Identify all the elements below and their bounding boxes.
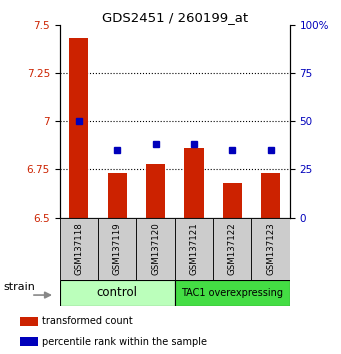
Text: TAC1 overexpressing: TAC1 overexpressing: [181, 288, 283, 298]
Text: percentile rank within the sample: percentile rank within the sample: [43, 337, 207, 347]
Text: strain: strain: [3, 282, 35, 292]
Bar: [136, 218, 175, 280]
Bar: [175, 280, 290, 306]
Bar: [251, 218, 290, 280]
Text: GSM137123: GSM137123: [266, 222, 275, 275]
Text: GSM137119: GSM137119: [113, 222, 122, 275]
Bar: [98, 218, 136, 280]
Bar: [60, 280, 175, 306]
Title: GDS2451 / 260199_at: GDS2451 / 260199_at: [102, 11, 248, 24]
Bar: [175, 218, 213, 280]
Text: GSM137122: GSM137122: [228, 222, 237, 275]
Text: GSM137121: GSM137121: [190, 222, 198, 275]
Text: GSM137118: GSM137118: [74, 222, 83, 275]
Bar: [60, 218, 98, 280]
Bar: [261, 173, 280, 218]
Text: transformed count: transformed count: [43, 316, 133, 326]
Bar: [20, 337, 38, 346]
Text: GSM137120: GSM137120: [151, 222, 160, 275]
Bar: [223, 183, 242, 218]
Bar: [184, 148, 204, 218]
Bar: [213, 218, 251, 280]
Bar: [108, 173, 127, 218]
Text: control: control: [97, 286, 138, 299]
Bar: [146, 164, 165, 218]
Bar: [20, 317, 38, 326]
Bar: [69, 38, 88, 218]
